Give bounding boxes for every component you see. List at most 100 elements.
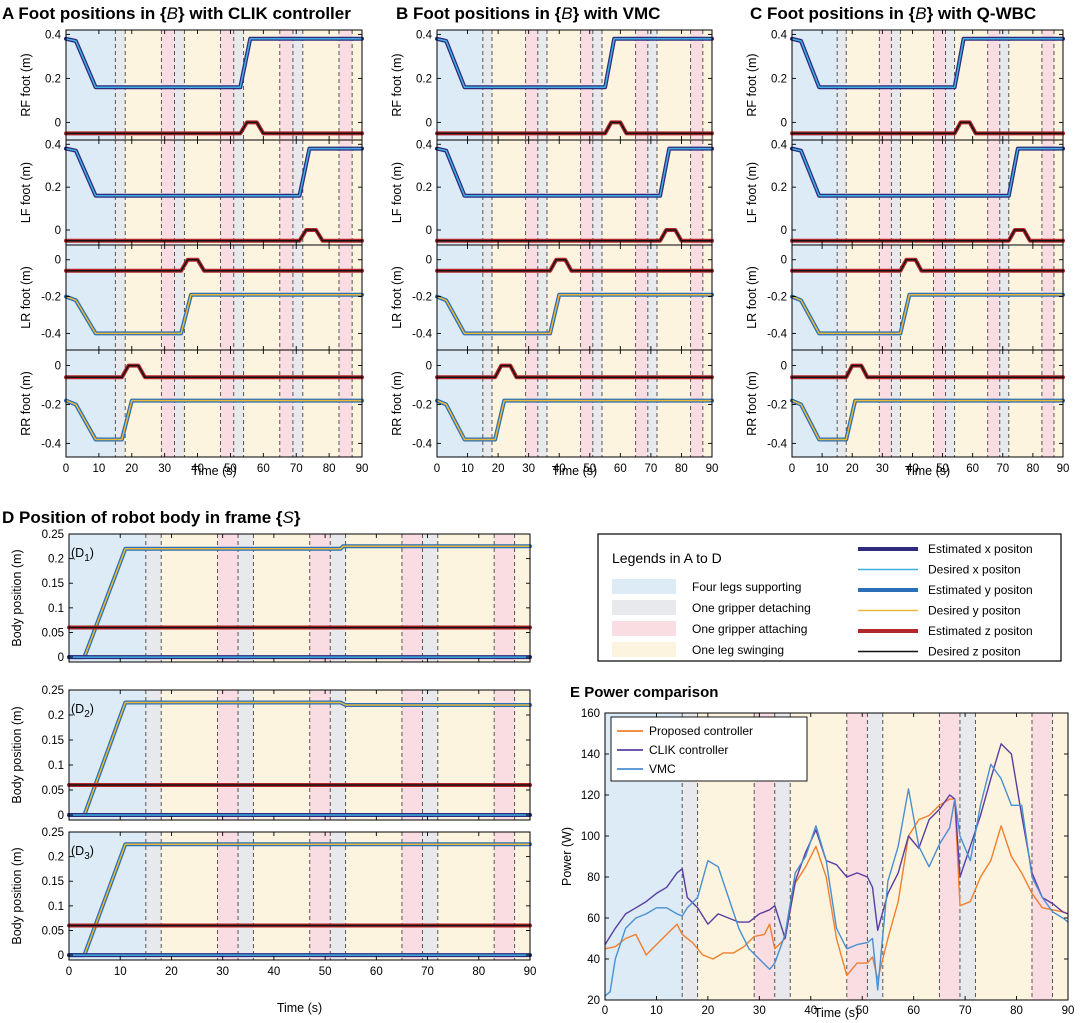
- legend-phase-swatch-detach: [612, 600, 676, 615]
- panel-A-sub3-phase-swing-8: [243, 245, 280, 350]
- panel-B-sub1-ytick-label-0: 0: [426, 117, 432, 129]
- panel-A-sub4-xtick-label-8: 80: [323, 463, 336, 475]
- panel-B-sub1-desired-x-line: [436, 38, 712, 88]
- panel-C-sub4-ytick-label-0: -0.4: [767, 438, 787, 450]
- panel-B-sub3-ylabel: LR foot (m): [390, 266, 404, 329]
- panel-D-sub1-ytick-label-2: 0.1: [48, 603, 64, 615]
- panel-B-sub2-phase-attach-9: [635, 140, 648, 245]
- panel-D-sub1-phase-attach-6: [309, 534, 331, 662]
- panel-B-title: B Foot positions in {B} with VMC: [396, 4, 660, 23]
- panel-A-sub4-frame: [65, 349, 363, 458]
- panel-A-sub3-phase-attach-6: [220, 245, 234, 350]
- panel-C-sub1-phase-attach-3: [879, 30, 892, 140]
- panel-D-sub3-phase-detach-10: [422, 832, 438, 960]
- panel-D-sub3-phase-attach-9: [401, 832, 423, 960]
- panel-E-xtick-label-5: 50: [856, 1005, 869, 1017]
- panel-C-sub2-ytick-label-0: 0: [781, 225, 787, 237]
- panel-E-phase-swing-13: [1052, 713, 1068, 1000]
- panel-C-sub2-phase-attach-9: [987, 140, 1000, 245]
- panel-C-sub2-ytick-label-1: 0.2: [771, 182, 787, 194]
- panel-B-sub4-xtick-label-6: 60: [614, 463, 627, 475]
- panel-C-sub4-ytick-label-1: -0.2: [767, 399, 787, 411]
- panel-C-sub2-phase-detach-4: [891, 140, 901, 245]
- panel-A-sub4-phase-swing-8: [243, 350, 280, 457]
- panel-B-sub4-xtick-label-4: 40: [553, 463, 566, 475]
- panel-B-sub1-desired-z-line: [437, 121, 712, 135]
- panel-C-sub4-phase-attach-6: [933, 350, 946, 457]
- panel-B-sub4-phase-attach-3: [525, 350, 538, 457]
- panel-A-sub4-phase-swing-5: [184, 350, 221, 457]
- panel-D-sub1-tag-sub: 1: [84, 553, 90, 564]
- panel-C-sub3-ylabel: LR foot (m): [745, 266, 759, 329]
- panel-D-sub3-xtick-label-8: 80: [472, 966, 485, 978]
- panel-C-sub2: 0 0.2 0.4 LF foot (m): [745, 139, 1065, 246]
- panel-B-sub1-ytick-label-2: 0.4: [416, 29, 433, 41]
- legend-line-label-des_z: Desired z positon: [928, 645, 1021, 659]
- panel-B-sub1-phase-swing-5: [547, 30, 581, 140]
- panel-E-ytick-label-4: 100: [581, 831, 600, 843]
- panel-B-sub2-phase-attach-3: [525, 140, 538, 245]
- panel-E-frame: [604, 712, 1069, 1001]
- panel-B-sub4-phase-attach-12: [690, 350, 703, 457]
- panel-B-sub4-phase-swing-11: [657, 350, 691, 457]
- panel-B-sub1: 0 0.2 0.4 RF foot (m): [390, 29, 714, 141]
- panel-D-sub3-phase-detach-4: [238, 832, 254, 960]
- panel-B-sub1-phase-swing-11: [657, 30, 691, 140]
- panel-D-sub1-phase-swing-8: [345, 534, 402, 662]
- panel-E-phase-detach-1: [682, 713, 698, 1000]
- panel-D-sub1-phase-detach-4: [238, 534, 254, 662]
- panel-B-sub4-xtick-label-0: 0: [434, 463, 440, 475]
- panel-E-phase-attach-3: [754, 713, 775, 1000]
- panel-B-sub3-ytick-label-0: -0.4: [412, 328, 432, 340]
- legend-phase-label-detach: One gripper detaching: [692, 601, 811, 615]
- panel-D-sub2-phase-swing-5: [253, 690, 310, 820]
- panel-D-sub1-ytick-label-5: 0.25: [42, 529, 64, 541]
- panel-A-sub2-phase-detach-1: [115, 140, 126, 245]
- panel-B-sub4-ylabel: RR foot (m): [390, 371, 404, 436]
- panel-C-sub4: -0.4 -0.2 0 0 10 20 30 40 50 60 70 80 90 RR foot (m): [745, 349, 1069, 475]
- panel-B-sub1-ylabel: RF foot (m): [390, 53, 404, 116]
- panel-A-sub3-phase-attach-9: [279, 245, 293, 350]
- panel-D-sub3: 0 0.05 0.1 0.15 0.2 0.25 0 10 20 30 40 50 60 70 80 90 (D…: [10, 827, 536, 978]
- panel-D-sub2-phase-attach-3: [217, 690, 239, 820]
- panel-E-xtick-label-6: 60: [907, 1005, 920, 1017]
- panel-D-sub3-phase-attach-3: [217, 832, 239, 960]
- panel-D-sub2-phase-detach-10: [422, 690, 438, 820]
- panel-B-sub3-ytick-label-1: -0.2: [412, 292, 432, 304]
- panel-E-phase-attach-12: [1031, 713, 1053, 1000]
- panel-A-sub4-ytick-label-0: -0.4: [41, 438, 61, 450]
- panel-D-sub3-ytick-label-4: 0.2: [48, 852, 64, 864]
- panel-A-sub2-phase-attach-9: [279, 140, 293, 245]
- panel-B-sub2-phase-swing-13: [702, 140, 712, 245]
- panel-A-sub3-phase-swing-11: [302, 245, 339, 350]
- panel-E-xtick-label-4: 40: [804, 1005, 817, 1017]
- panel-B-sub4-phase-detach-4: [537, 350, 547, 457]
- panel-D-sub2-tag-close: ): [90, 702, 94, 716]
- panel-B-sub2-phase-detach-10: [647, 140, 657, 245]
- panel-C-sub2-phase-swing-5: [900, 140, 934, 245]
- panel-D-sub3-ytick-label-1: 0.05: [42, 925, 64, 937]
- panel-D-sub3-xtick-label-0: 0: [66, 966, 72, 978]
- panel-D-sub1-tag-close: ): [90, 546, 94, 560]
- panel-D-sub2-phase-swing-8: [345, 690, 402, 820]
- panel-A-sub3: -0.4 -0.2 0 LR foot (m): [19, 244, 364, 351]
- panel-B-sub4-phase-attach-6: [580, 350, 593, 457]
- panel-A-sub4-desired-y-line: [65, 399, 362, 441]
- panel-A-xlabel: Time (s): [191, 464, 236, 478]
- panel-B-sub1-phase-attach-9: [635, 30, 648, 140]
- panel-E-series-vmc-line: [604, 763, 1069, 997]
- panel-A-sub3-phase-attach-12: [338, 245, 353, 350]
- panel-D-sub3-tag: (D3): [71, 844, 94, 862]
- panel-A-sub2-ytick-label-2: 0.4: [45, 139, 62, 151]
- panel-D-sub1: 0 0.05 0.1 0.15 0.2 0.25 (D1) Body position (m): [10, 529, 532, 664]
- panel-D-sub2-phase-swing-2: [161, 690, 218, 820]
- panel-D-sub2-ytick-label-2: 0.1: [48, 760, 64, 772]
- panel-A-sub4-ytick-label-2: 0: [55, 361, 61, 373]
- panel-C-sub4-xtick-label-1: 10: [816, 463, 829, 475]
- panel-D-sub3-phase-swing-13: [514, 832, 530, 960]
- panel-A-sub3-ytick-label-0: -0.4: [41, 328, 61, 340]
- panel-A-sub1-ytick-label-1: 0.2: [45, 73, 61, 85]
- panel-C-sub4-phase-swing-8: [954, 350, 988, 457]
- panel-B-sub1-phase-detach-1: [482, 30, 492, 140]
- panel-D-sub3-xtick-label-2: 20: [165, 966, 178, 978]
